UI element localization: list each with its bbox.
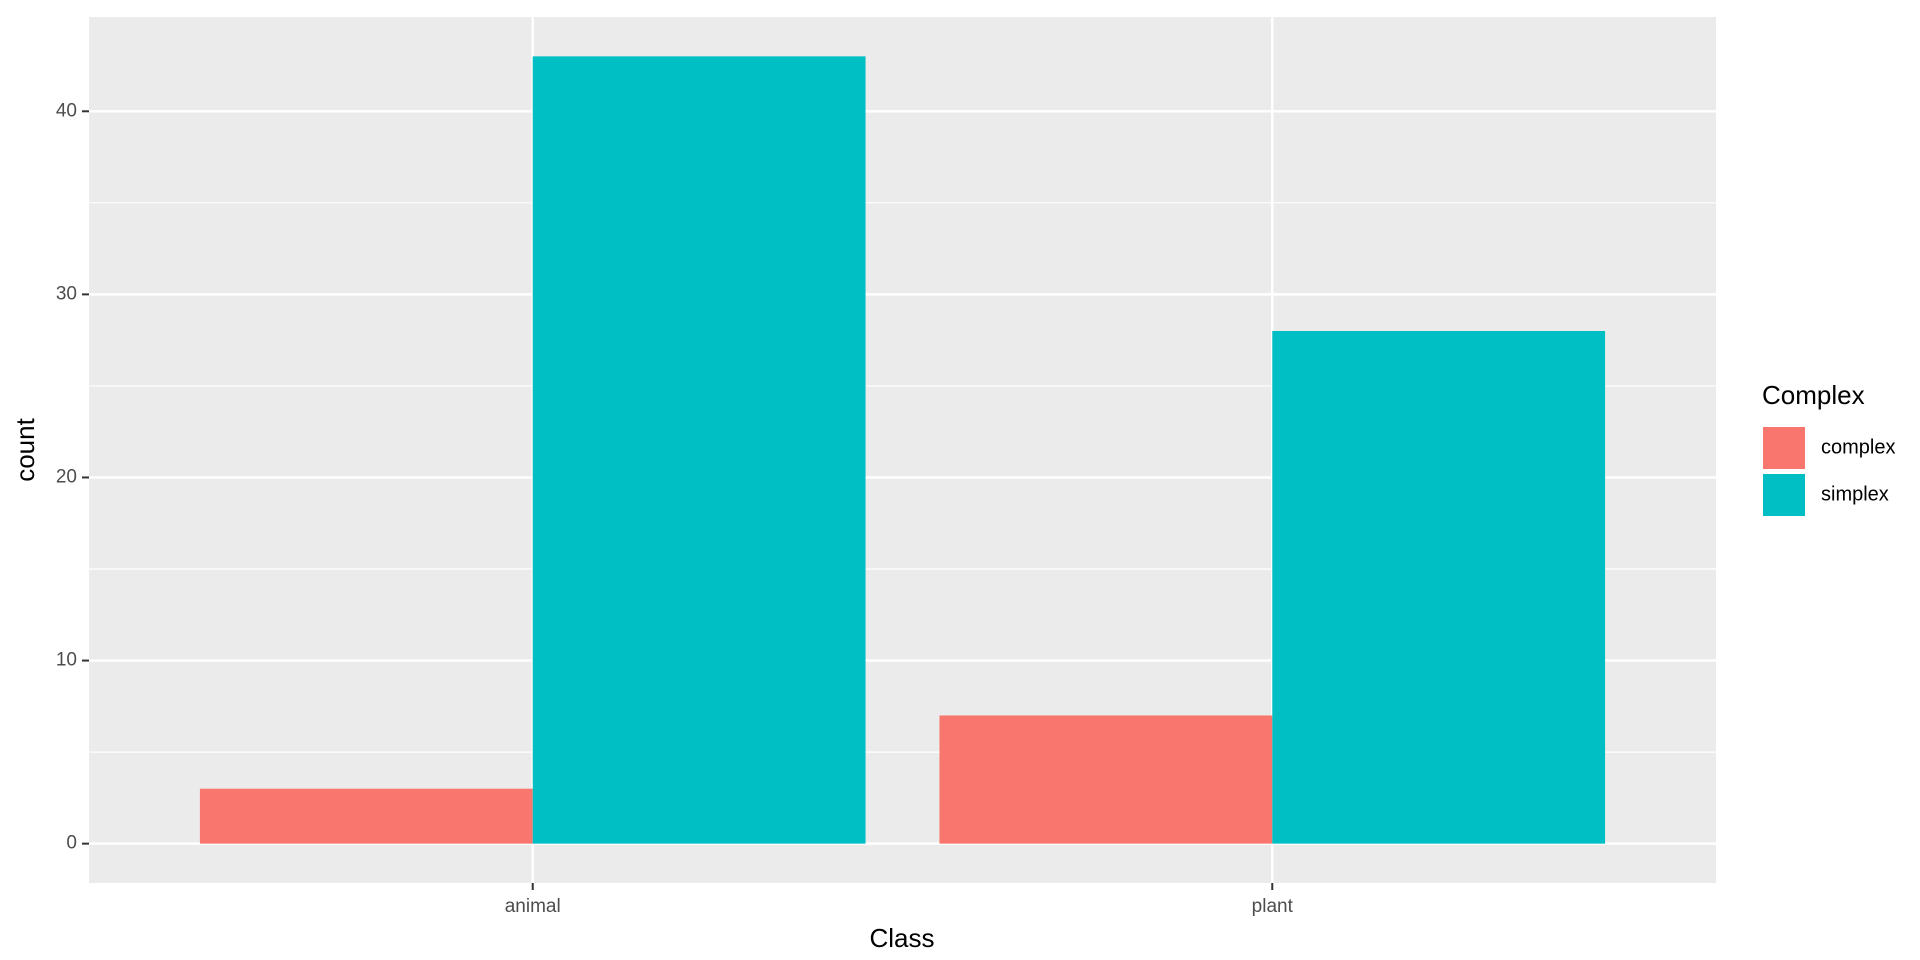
- legend-label: simplex: [1821, 483, 1889, 505]
- x-tick-label: plant: [1252, 896, 1294, 917]
- y-tick-label: 10: [56, 650, 77, 671]
- bar: [199, 788, 533, 844]
- legend-title: Complex: [1762, 380, 1865, 410]
- y-tick-label: 20: [56, 466, 77, 487]
- x-axis-title: Class: [869, 923, 934, 953]
- bar: [532, 56, 866, 844]
- legend-key: [1761, 425, 1807, 471]
- y-axis-title: count: [10, 417, 40, 481]
- y-tick-label: 40: [56, 100, 77, 121]
- y-tick-label: 0: [66, 833, 77, 854]
- x-tick-label: animal: [505, 896, 561, 917]
- bar: [1272, 330, 1606, 844]
- bar: [939, 715, 1273, 844]
- legend-label: complex: [1821, 436, 1895, 458]
- y-tick-label: 30: [56, 283, 77, 304]
- legend-key: [1761, 472, 1807, 518]
